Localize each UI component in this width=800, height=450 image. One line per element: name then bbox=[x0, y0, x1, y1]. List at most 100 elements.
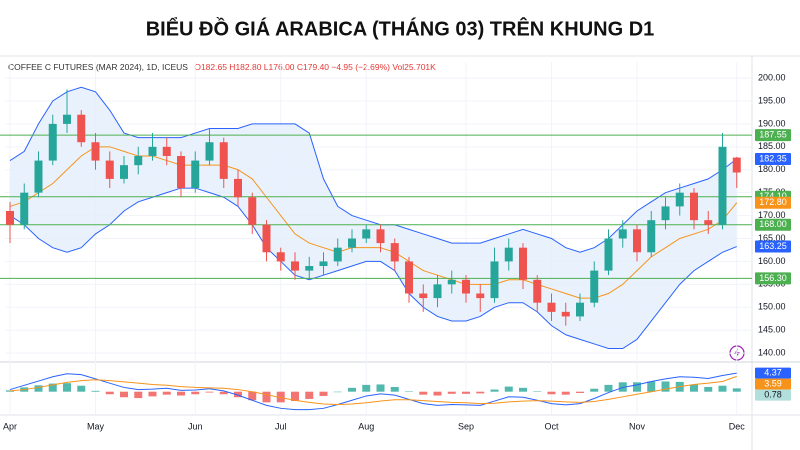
histogram-bar bbox=[433, 391, 442, 396]
histogram-bar bbox=[48, 383, 57, 392]
candle-body bbox=[177, 155, 185, 189]
candle-body bbox=[732, 157, 741, 173]
x-tick-label: Apr bbox=[3, 421, 17, 431]
y-tick-label: 190.00 bbox=[758, 118, 786, 128]
candle-body bbox=[547, 302, 556, 312]
candle-body bbox=[447, 279, 456, 285]
y-tick-label: 150.00 bbox=[758, 302, 786, 312]
symbol: COFFEE C FUTURES (MAR 2024), 1D, ICEUS bbox=[8, 62, 188, 72]
indicator-tag-label: 4.37 bbox=[764, 367, 782, 377]
macd-line bbox=[9, 372, 737, 411]
x-tick-label: Nov bbox=[629, 421, 646, 431]
histogram-bar bbox=[576, 391, 584, 393]
y-tick-label: 185.00 bbox=[758, 141, 786, 151]
candle-body bbox=[191, 160, 200, 189]
histogram-bar bbox=[291, 391, 299, 402]
histogram-bar bbox=[490, 389, 499, 392]
candle-body bbox=[533, 279, 542, 303]
candle-body bbox=[590, 270, 599, 303]
indicator-tag bbox=[755, 367, 791, 379]
candle-body bbox=[162, 146, 171, 156]
histogram-bar bbox=[134, 391, 143, 399]
candle-body bbox=[120, 165, 128, 179]
band-lower bbox=[9, 187, 737, 350]
candle-body bbox=[105, 160, 114, 179]
histogram-bar bbox=[604, 384, 613, 392]
x-tick-label: Jun bbox=[188, 421, 203, 431]
candle-body bbox=[433, 284, 442, 299]
candle-body bbox=[291, 261, 299, 271]
candle-body bbox=[305, 266, 314, 271]
candle-body bbox=[690, 192, 698, 221]
indicator-tag-label: 0.78 bbox=[764, 389, 782, 399]
candle-body bbox=[490, 261, 499, 299]
macd-line bbox=[9, 375, 737, 405]
candle-body bbox=[462, 279, 470, 294]
x-tick-label: Sep bbox=[458, 421, 474, 431]
candle-body bbox=[661, 206, 670, 221]
histogram-bar bbox=[647, 381, 656, 392]
histogram-bar bbox=[633, 382, 641, 392]
histogram-bar bbox=[148, 391, 157, 397]
candle-body bbox=[134, 155, 143, 166]
histogram-bar bbox=[63, 383, 71, 392]
y-tick-label: 200.00 bbox=[758, 72, 786, 82]
candle-body bbox=[148, 146, 157, 156]
y-tick-label: 140.00 bbox=[758, 347, 786, 357]
candle-body bbox=[519, 247, 527, 280]
histogram-bar bbox=[77, 385, 86, 392]
candle-body bbox=[718, 146, 727, 225]
histogram-bar bbox=[690, 384, 698, 392]
histogram-bar bbox=[234, 391, 242, 398]
histogram-bar bbox=[105, 391, 114, 395]
indicator-tag bbox=[755, 378, 791, 390]
band-fill bbox=[10, 87, 737, 349]
candle-body bbox=[476, 293, 485, 299]
histogram-bar bbox=[504, 386, 513, 392]
y-tick-label: 170.00 bbox=[758, 210, 786, 220]
histogram-bar bbox=[419, 391, 428, 395]
histogram-bar bbox=[390, 387, 399, 392]
candle-body bbox=[618, 229, 627, 239]
candle-body bbox=[219, 142, 228, 179]
histogram-bar bbox=[547, 391, 556, 395]
candle-body bbox=[6, 211, 14, 225]
x-tick-label: Aug bbox=[358, 421, 374, 431]
histogram-bar bbox=[305, 391, 314, 399]
histogram-bar bbox=[704, 387, 713, 392]
histogram-bar bbox=[91, 390, 100, 392]
candle-body bbox=[561, 311, 570, 317]
histogram-bar bbox=[262, 391, 271, 403]
histogram-bar bbox=[447, 391, 456, 394]
histogram-bar bbox=[718, 385, 727, 392]
histogram-bar bbox=[6, 390, 14, 392]
histogram-bar bbox=[162, 391, 171, 395]
candle-body bbox=[633, 229, 641, 253]
y-tick-label: 165.00 bbox=[758, 233, 786, 243]
candle-body bbox=[504, 247, 513, 262]
histogram-bar bbox=[362, 384, 371, 392]
histogram-bar bbox=[205, 391, 214, 393]
price-tag-label: 163.25 bbox=[759, 241, 787, 251]
price-tag bbox=[755, 240, 791, 253]
candle-body bbox=[77, 114, 86, 143]
candle-body bbox=[390, 243, 399, 262]
y-tick-label: 160.00 bbox=[758, 256, 786, 266]
x-tick-label: Oct bbox=[544, 421, 559, 431]
candle-body bbox=[348, 238, 356, 248]
x-tick-label: Dec bbox=[729, 421, 746, 431]
price-tag bbox=[755, 218, 791, 231]
price-tag bbox=[755, 152, 791, 165]
y-tick-label: 195.00 bbox=[758, 95, 786, 105]
price-tag bbox=[755, 129, 791, 142]
candle-body bbox=[604, 238, 613, 271]
histogram-bar bbox=[561, 391, 570, 395]
candle-body bbox=[20, 192, 29, 225]
histogram-bar bbox=[348, 387, 356, 392]
candle-body bbox=[704, 220, 713, 225]
histogram-bar bbox=[191, 391, 200, 395]
price-tag-label: 156.30 bbox=[759, 273, 787, 283]
price-tag-label: 187.55 bbox=[759, 129, 787, 139]
candle-body bbox=[91, 142, 100, 161]
